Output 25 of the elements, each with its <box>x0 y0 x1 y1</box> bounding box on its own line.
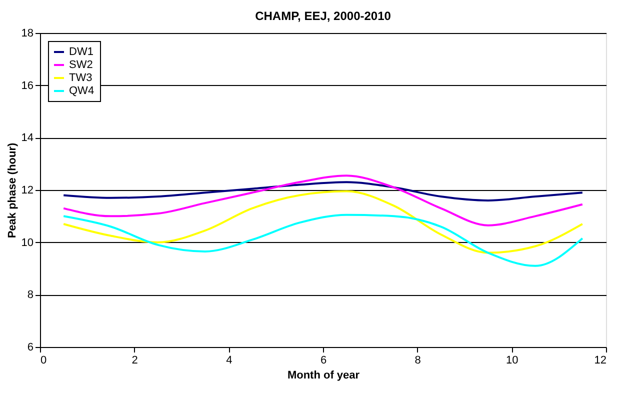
x-axis-title: Month of year <box>287 370 360 382</box>
y-tick-label: 6 <box>27 342 34 354</box>
legend-label: TW3 <box>69 72 92 84</box>
y-tick-label: 8 <box>27 289 34 302</box>
y-tick-label: 18 <box>21 28 34 40</box>
x-tick-label: 0 <box>40 354 47 366</box>
line-series <box>62 190 584 254</box>
x-tick-label: 6 <box>320 354 327 366</box>
x-tick-label: 4 <box>226 354 232 366</box>
x-tick-label: 12 <box>594 354 606 366</box>
x-tick-label: 10 <box>506 354 518 366</box>
chart-title: CHAMP, EEJ, 2000-2010 <box>255 9 392 23</box>
line-series <box>62 181 584 202</box>
legend-label: SW2 <box>69 59 93 71</box>
line-series <box>62 174 584 226</box>
legend-label: QW4 <box>69 85 94 97</box>
y-tick-label: 16 <box>21 80 34 92</box>
y-tick-label: 10 <box>21 236 34 249</box>
y-tick-label: 14 <box>21 132 34 144</box>
legend-label: DW1 <box>69 46 94 58</box>
x-tick-label: 2 <box>132 354 138 366</box>
y-tick-label: 12 <box>21 184 34 196</box>
y-axis-title: Peak phase (hour) <box>6 142 18 238</box>
line-series <box>62 214 584 267</box>
x-tick-label: 8 <box>414 354 421 366</box>
